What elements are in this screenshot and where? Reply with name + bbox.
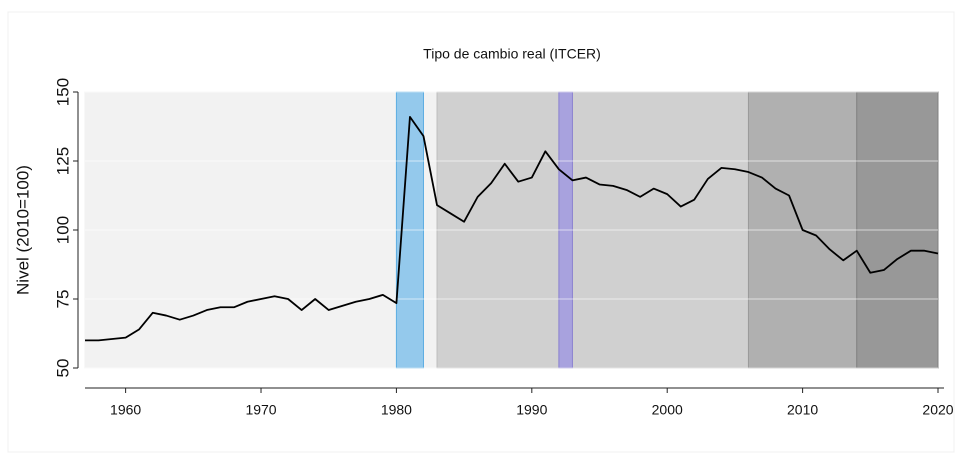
y-tick-label: 75 <box>53 290 72 309</box>
series-line <box>85 115 939 342</box>
y-tick-label: 100 <box>53 216 72 244</box>
x-tick-label: 1970 <box>245 402 276 418</box>
x-tick-label: 1990 <box>516 402 547 418</box>
y-tick-label: 50 <box>53 359 72 378</box>
x-tick-label: 2010 <box>787 402 818 418</box>
y-tick-label: 125 <box>53 147 72 175</box>
y-axis-title: Nivel (2010=100) <box>13 165 32 295</box>
chart-title: Tipo de cambio real (ITCER) <box>423 46 601 62</box>
x-tick-label: 2000 <box>652 402 683 418</box>
x-tick-label: 2020 <box>922 402 953 418</box>
x-tick-label: 1960 <box>110 402 141 418</box>
x-tick-label: 1980 <box>381 402 412 418</box>
y-tick-label: 150 <box>53 78 72 106</box>
